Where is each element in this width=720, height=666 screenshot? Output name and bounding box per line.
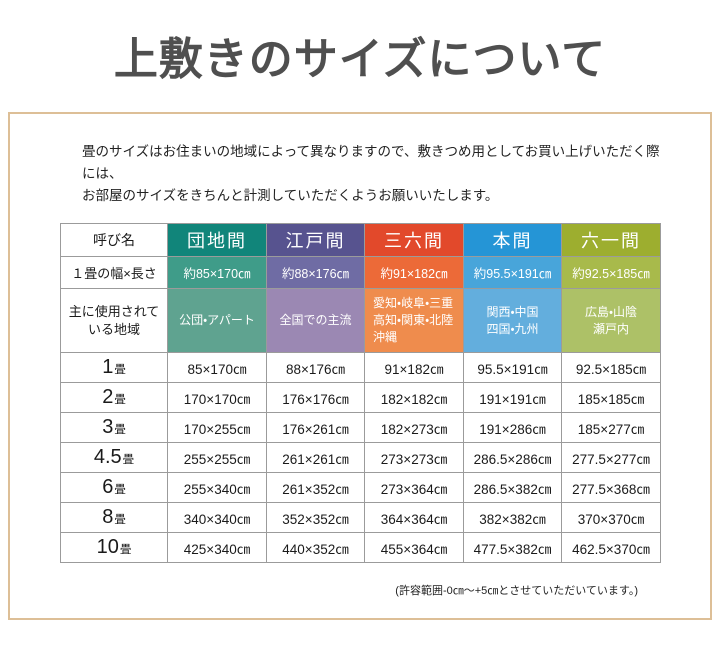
- one-mat-size-cell: 約88×176㎝: [266, 256, 365, 289]
- table-row: 1畳 85×170㎝ 88×176㎝ 91×182㎝ 95.5×191㎝ 92.5×185…: [60, 352, 661, 383]
- size-value-cell: 455×364㎝: [364, 532, 464, 563]
- size-value-cell: 261×261㎝: [266, 442, 365, 473]
- size-value-cell: 95.5×191㎝: [463, 352, 562, 383]
- size-value-cell: 261×352㎝: [266, 472, 365, 503]
- mat-count-label: 8畳: [60, 502, 168, 533]
- mat-count-label: 6畳: [60, 472, 168, 503]
- one-mat-size-cell: 約92.5×185㎝: [561, 256, 661, 289]
- size-value-cell: 340×340㎝: [167, 502, 267, 533]
- size-value-cell: 170×170㎝: [167, 382, 267, 413]
- size-value-cell: 176×176㎝: [266, 382, 365, 413]
- size-value-cell: 85×170㎝: [167, 352, 267, 383]
- size-value-cell: 92.5×185㎝: [561, 352, 661, 383]
- size-value-cell: 277.5×368㎝: [561, 472, 661, 503]
- size-row-label: １畳の幅×長さ: [60, 256, 168, 289]
- mat-count-label: 4.5畳: [60, 442, 168, 473]
- content-frame: 畳のサイズはお住まいの地域によって異なりますので、敷きつめ用としてお買い上げいた…: [8, 112, 712, 620]
- table-row: 3畳 170×255㎝ 176×261㎝ 182×273㎝ 191×286㎝ 185×27…: [60, 412, 661, 443]
- intro-line-2: お部屋のサイズをきちんと計測していただくようお願いいたします。: [82, 188, 499, 203]
- size-value-cell: 191×191㎝: [463, 382, 562, 413]
- column-header: 六一間: [561, 223, 661, 257]
- size-value-cell: 477.5×382㎝: [463, 532, 562, 563]
- size-value-cell: 176×261㎝: [266, 412, 365, 443]
- mat-count-label: 10畳: [60, 532, 168, 563]
- size-value-cell: 277.5×277㎝: [561, 442, 661, 473]
- size-value-cell: 185×185㎝: [561, 382, 661, 413]
- size-value-cell: 170×255㎝: [167, 412, 267, 443]
- size-value-cell: 273×364㎝: [364, 472, 464, 503]
- size-value-cell: 255×255㎝: [167, 442, 267, 473]
- region-cell: 全国での主流: [266, 288, 365, 353]
- size-value-cell: 462.5×370㎝: [561, 532, 661, 563]
- mat-count-label: 1畳: [60, 352, 168, 383]
- region-cell: 愛知・岐阜・三重 高知・関東・北陸 沖縄: [364, 288, 464, 353]
- one-mat-size-cell: 約91×182㎝: [364, 256, 464, 289]
- size-value-cell: 191×286㎝: [463, 412, 562, 443]
- size-value-cell: 88×176㎝: [266, 352, 365, 383]
- size-value-cell: 286.5×286㎝: [463, 442, 562, 473]
- column-header: 三六間: [364, 223, 464, 257]
- mat-count-label: 2畳: [60, 382, 168, 413]
- table-row: 6畳 255×340㎝ 261×352㎝ 273×364㎝ 286.5×382㎝ 277.…: [60, 472, 661, 503]
- table-row: 8畳 340×340㎝ 352×352㎝ 364×364㎝ 382×382㎝ 370×37…: [60, 502, 661, 533]
- column-header: 団地間: [167, 223, 267, 257]
- tatami-size-table: 呼び名 団地間 江戸間 三六間 本間 六一間 １畳の幅×長さ 約85×170㎝ 約88×1…: [60, 223, 661, 563]
- size-value-cell: 182×182㎝: [364, 382, 464, 413]
- corner-cell: 呼び名: [60, 223, 168, 257]
- size-value-cell: 382×382㎝: [463, 502, 562, 533]
- table-row: 2畳 170×170㎝ 176×176㎝ 182×182㎝ 191×191㎝ 185×18…: [60, 382, 661, 413]
- size-value-cell: 352×352㎝: [266, 502, 365, 533]
- size-value-cell: 182×273㎝: [364, 412, 464, 443]
- one-mat-size-row: １畳の幅×長さ 約85×170㎝ 約88×176㎝ 約91×182㎝ 約95.5×19…: [60, 256, 661, 289]
- size-value-cell: 286.5×382㎝: [463, 472, 562, 503]
- size-value-cell: 425×340㎝: [167, 532, 267, 563]
- table-row: 4.5畳 255×255㎝ 261×261㎝ 273×273㎝ 286.5×286㎝ 27…: [60, 442, 661, 473]
- intro-paragraph: 畳のサイズはお住まいの地域によって異なりますので、敷きつめ用としてお買い上げいた…: [10, 114, 710, 207]
- size-value-cell: 440×352㎝: [266, 532, 365, 563]
- region-row-label: 主に使用されて いる地域: [60, 288, 168, 353]
- mat-count-label: 3畳: [60, 412, 168, 443]
- size-value-cell: 185×277㎝: [561, 412, 661, 443]
- region-cell: 関西・中国 四国・九州: [463, 288, 562, 353]
- column-header: 江戸間: [266, 223, 365, 257]
- one-mat-size-cell: 約95.5×191㎝: [463, 256, 562, 289]
- intro-line-1: 畳のサイズはお住まいの地域によって異なりますので、敷きつめ用としてお買い上げいた…: [82, 144, 660, 181]
- region-cell: 公団・アパート: [167, 288, 267, 353]
- one-mat-size-cell: 約85×170㎝: [167, 256, 267, 289]
- table-row: 10畳 425×340㎝ 440×352㎝ 455×364㎝ 477.5×382㎝ 462…: [60, 532, 661, 563]
- column-header: 本間: [463, 223, 562, 257]
- size-value-cell: 370×370㎝: [561, 502, 661, 533]
- size-value-cell: 91×182㎝: [364, 352, 464, 383]
- tolerance-footnote: (許容範囲-0㎝～+5㎝とさせていただいています。): [395, 585, 638, 597]
- table-header-row: 呼び名 団地間 江戸間 三六間 本間 六一間: [60, 223, 661, 257]
- size-value-cell: 273×273㎝: [364, 442, 464, 473]
- size-value-cell: 364×364㎝: [364, 502, 464, 533]
- region-cell: 広島・山陰 瀬戸内: [561, 288, 661, 353]
- page-title: 上敷きのサイズについて: [113, 35, 607, 84]
- size-value-cell: 255×340㎝: [167, 472, 267, 503]
- region-row: 主に使用されて いる地域 公団・アパート 全国での主流 愛知・岐阜・三重 高知・関東・…: [60, 288, 661, 353]
